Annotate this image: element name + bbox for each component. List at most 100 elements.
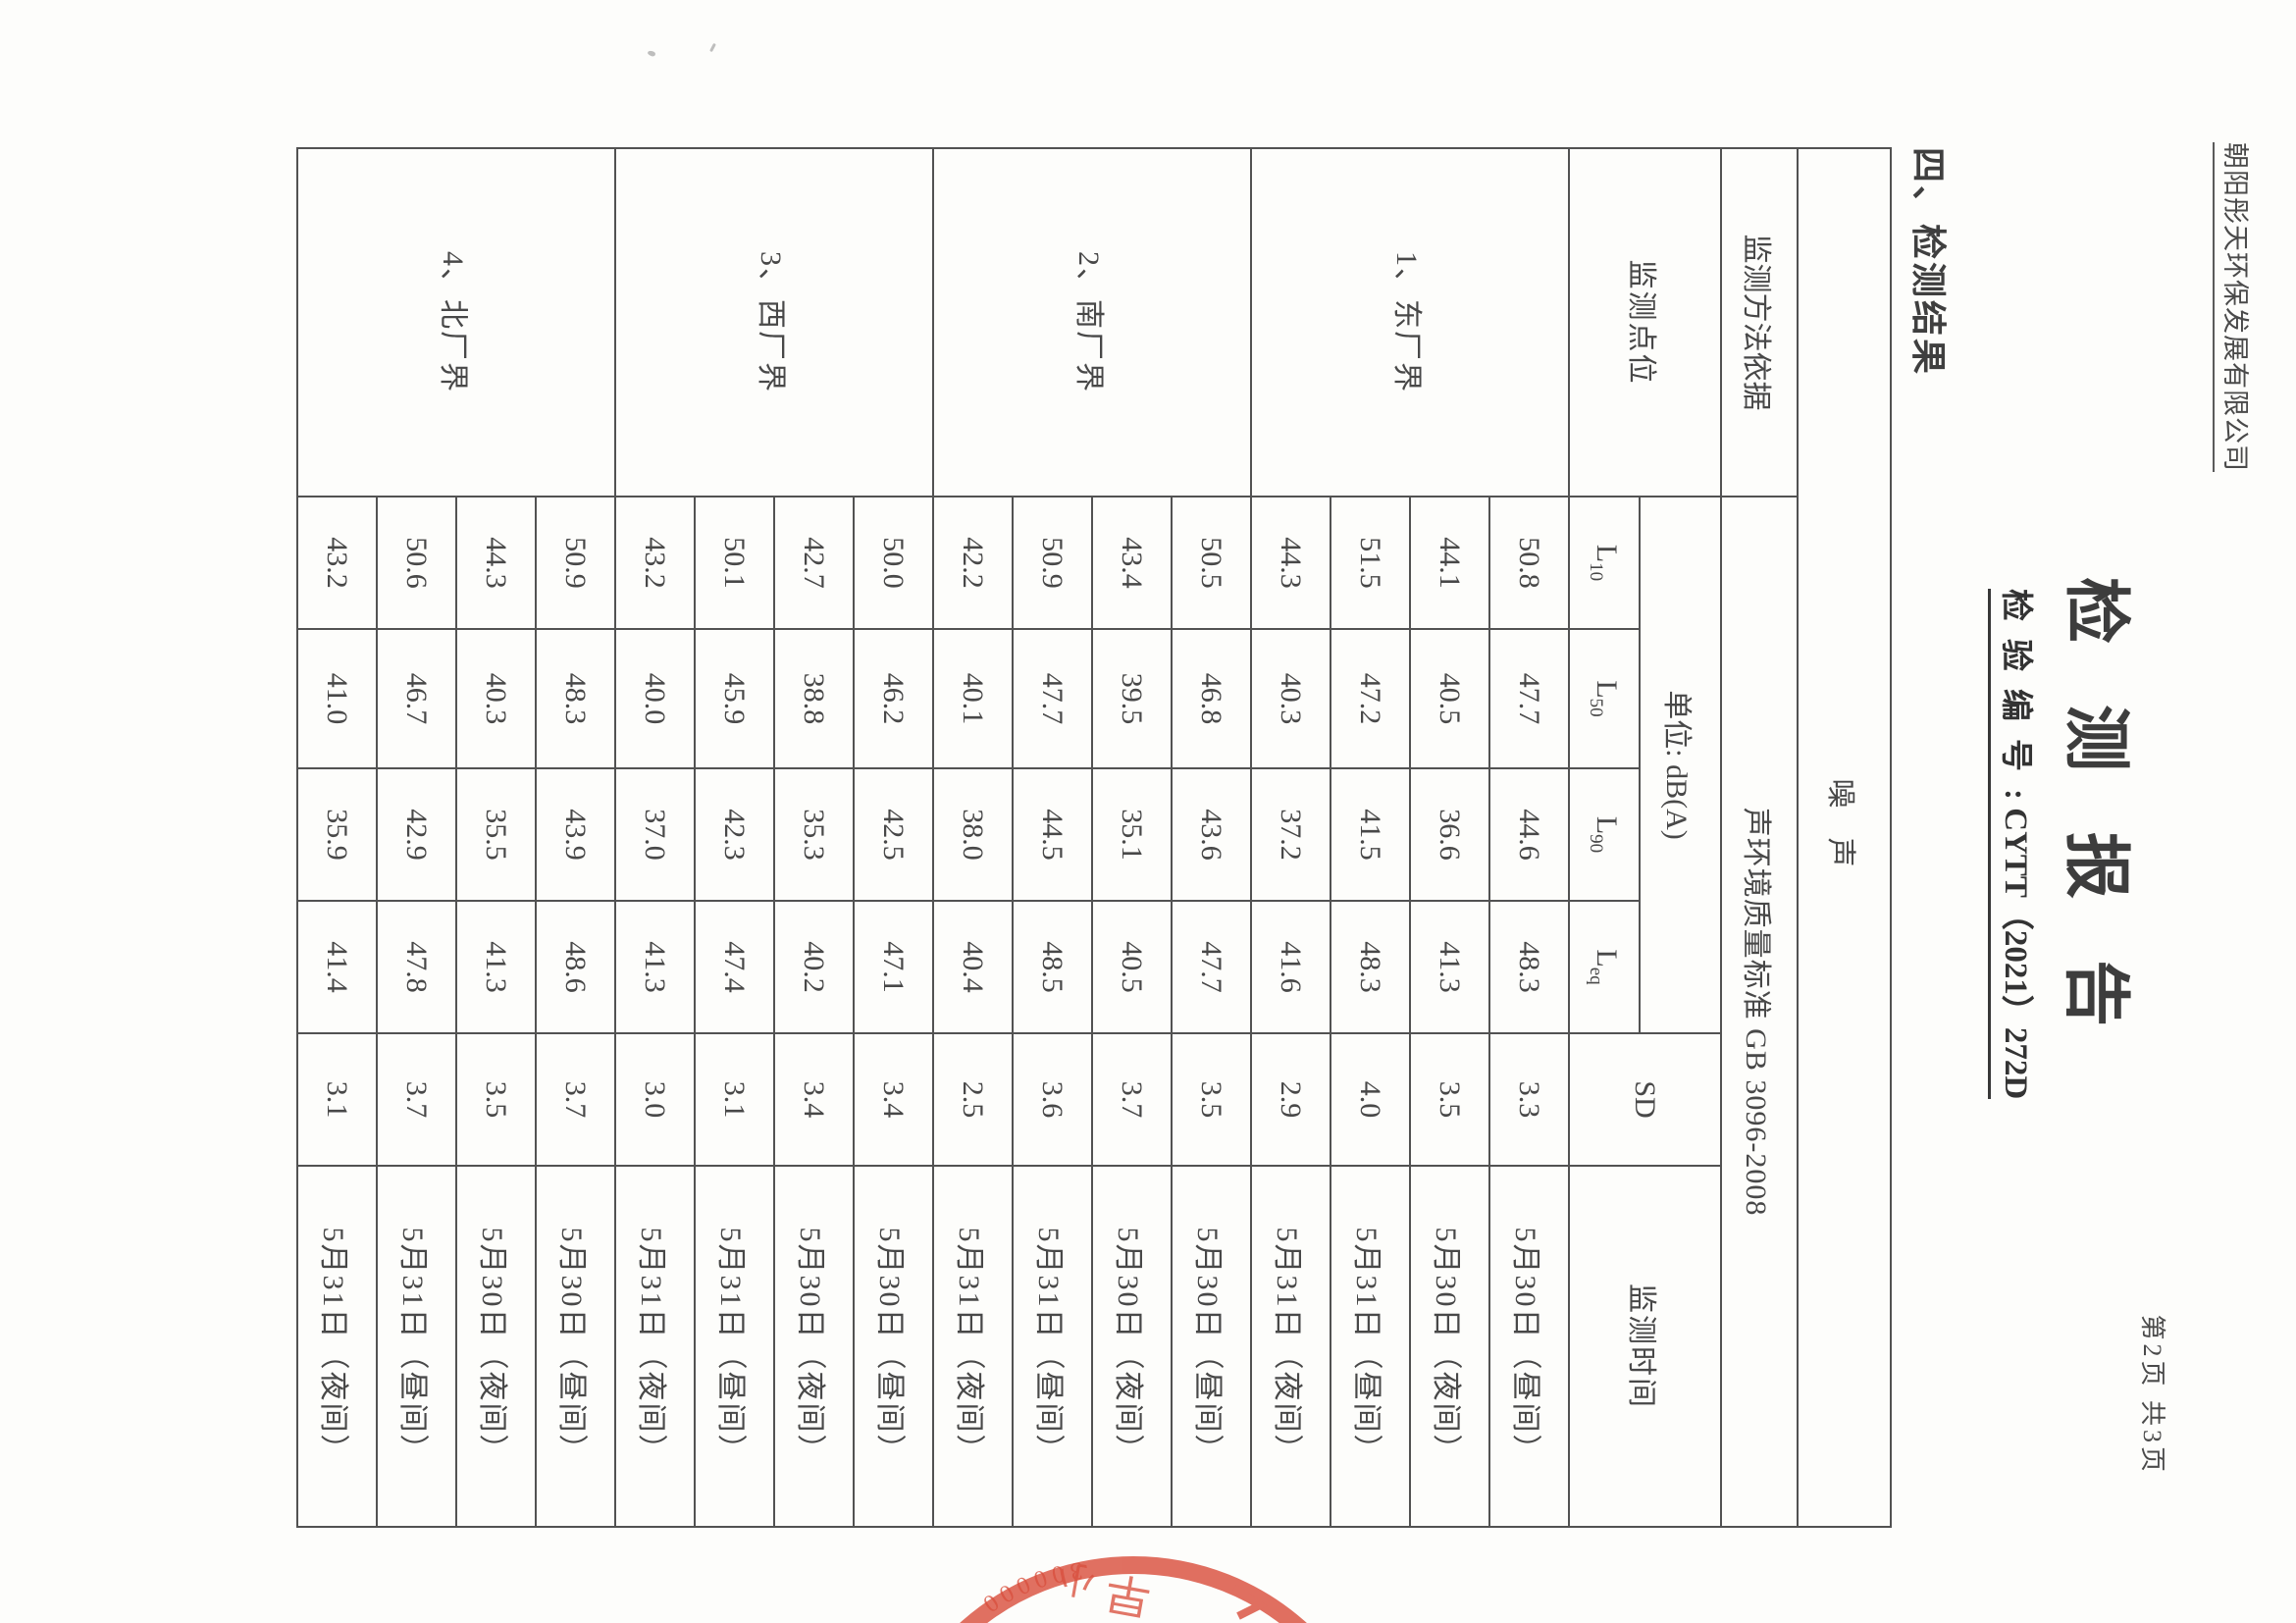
method-label-cell: 监测方法依据 (1721, 148, 1798, 497)
cell-l90: 35.5 (456, 768, 536, 901)
cell-sd: 3.5 (1172, 1033, 1251, 1166)
cell-sd: 4.0 (1331, 1033, 1410, 1166)
cell-time: 5月31日（昼间） (695, 1166, 774, 1528)
cell-l50: 40.3 (1251, 629, 1331, 768)
cell-l10: 50.9 (536, 497, 615, 629)
cell-l10: 44.3 (456, 497, 536, 629)
cell-time: 5月30日（昼间） (536, 1166, 615, 1528)
cell-l10: 50.6 (377, 497, 456, 629)
cell-sd: 2.9 (1251, 1033, 1331, 1166)
group-label-west: 3、西厂界 (615, 148, 933, 497)
stamp-mark (1231, 1584, 1268, 1620)
noise-header-cell: 噪声 (1798, 148, 1891, 1528)
cell-leq: 48.6 (536, 901, 615, 1033)
table-row: 1、东厂界 50.8 47.7 44.6 48.3 3.3 5月30日（昼间） (1251, 148, 1569, 1528)
cell-time: 5月31日（夜间） (1251, 1166, 1331, 1528)
cell-l50: 41.0 (297, 629, 377, 768)
cell-l50: 40.0 (615, 629, 695, 768)
cell-l50: 40.3 (456, 629, 536, 768)
cell-l50: 46.2 (854, 629, 933, 768)
cell-sd: 3.5 (1410, 1033, 1489, 1166)
cell-sd: 3.5 (456, 1033, 536, 1166)
cell-leq: 41.3 (456, 901, 536, 1033)
time-header-cell: 监测时间 (1569, 1166, 1721, 1528)
cell-leq: 41.6 (1251, 901, 1331, 1033)
col-header-l50: L50 (1569, 629, 1640, 768)
cell-sd: 3.6 (1013, 1033, 1092, 1166)
table-row-unit: 监测点位 单位: dB(A) SD 监测时间 (1569, 148, 1721, 1528)
cell-l10: 42.7 (774, 497, 854, 629)
cell-time: 5月31日（昼间） (1013, 1166, 1092, 1528)
cell-l10: 51.5 (1331, 497, 1410, 629)
table-row: 4、北厂界 50.9 48.3 43.9 48.6 3.7 5月30日（昼间） (297, 148, 615, 1528)
cell-l90: 38.0 (933, 768, 1013, 901)
cell-l10: 42.2 (933, 497, 1013, 629)
cell-sd: 3.3 (1489, 1033, 1569, 1166)
cell-time: 5月30日（昼间） (1172, 1166, 1251, 1528)
cell-time: 5月30日（夜间） (456, 1166, 536, 1528)
cell-leq: 47.4 (695, 901, 774, 1033)
cell-l90: 35.1 (1092, 768, 1172, 901)
cell-leq: 48.3 (1489, 901, 1569, 1033)
cell-leq: 41.4 (297, 901, 377, 1033)
cell-leq: 47.8 (377, 901, 456, 1033)
cell-sd: 3.7 (536, 1033, 615, 1166)
report-number-value: : CYTT（2021）272D (1998, 789, 2033, 1100)
cell-leq: 41.3 (615, 901, 695, 1033)
cell-l90: 42.3 (695, 768, 774, 901)
cell-time: 5月30日（夜间） (1092, 1166, 1172, 1528)
cell-l50: 47.7 (1489, 629, 1569, 768)
cell-l90: 37.2 (1251, 768, 1331, 901)
cell-l10: 50.1 (695, 497, 774, 629)
cell-time: 5月31日（夜间） (615, 1166, 695, 1528)
cell-l90: 35.3 (774, 768, 854, 901)
stamp-character-small: 小 (1055, 1555, 1099, 1602)
cell-l90: 37.0 (615, 768, 695, 901)
cell-leq: 47.7 (1172, 901, 1251, 1033)
cell-l50: 38.8 (774, 629, 854, 768)
stamp-ring (893, 1556, 1354, 1623)
point-header-cell: 监测点位 (1569, 148, 1721, 497)
cell-leq: 48.5 (1013, 901, 1092, 1033)
cell-leq: 41.3 (1410, 901, 1489, 1033)
group-label-north: 4、北厂界 (297, 148, 615, 497)
cell-sd: 3.1 (297, 1033, 377, 1166)
group-label-east: 1、东厂界 (1251, 148, 1569, 497)
cell-time: 5月30日（昼间） (1489, 1166, 1569, 1528)
results-table: 噪声 监测方法依据 声环境质量标准 GB 3096-2008 监测点位 单位: … (296, 147, 1892, 1528)
page-number: 第2页 共3页 (2138, 1314, 2166, 1476)
col-header-l10: L10 (1569, 497, 1640, 629)
scan-speck (647, 49, 656, 58)
cell-leq: 40.2 (774, 901, 854, 1033)
company-name: 朝阳彤天环保发展有限公司 (2213, 142, 2257, 472)
cell-l50: 46.8 (1172, 629, 1251, 768)
red-seal-stamp: 300000 早 小 (893, 1555, 1354, 1623)
table-row-noise-header: 噪声 (1798, 148, 1891, 1528)
cell-l50: 46.7 (377, 629, 456, 768)
group-label-south: 2、南厂界 (933, 148, 1251, 497)
report-number-label: 检验编号 (1998, 589, 2033, 789)
stamp-character: 早 (1102, 1566, 1155, 1623)
cell-l10: 43.2 (615, 497, 695, 629)
cell-l50: 39.5 (1092, 629, 1172, 768)
cell-l90: 44.5 (1013, 768, 1092, 901)
cell-l10: 50.5 (1172, 497, 1251, 629)
cell-l10: 50.9 (1013, 497, 1092, 629)
cell-time: 5月31日（昼间） (1331, 1166, 1410, 1528)
cell-sd: 3.4 (774, 1033, 854, 1166)
cell-l90: 35.9 (297, 768, 377, 901)
cell-sd: 2.5 (933, 1033, 1013, 1166)
cell-sd: 3.7 (1092, 1033, 1172, 1166)
cell-l50: 40.1 (933, 629, 1013, 768)
col-header-leq: Leq (1569, 901, 1640, 1033)
cell-time: 5月31日（夜间） (297, 1166, 377, 1528)
cell-l10: 44.3 (1251, 497, 1331, 629)
cell-l90: 42.5 (854, 768, 933, 901)
cell-l50: 48.3 (536, 629, 615, 768)
cell-l10: 44.1 (1410, 497, 1489, 629)
cell-l90: 36.6 (1410, 768, 1489, 901)
cell-sd: 3.7 (377, 1033, 456, 1166)
table-row: 2、南厂界 50.5 46.8 43.6 47.7 3.5 5月30日（昼间） (933, 148, 1251, 1528)
